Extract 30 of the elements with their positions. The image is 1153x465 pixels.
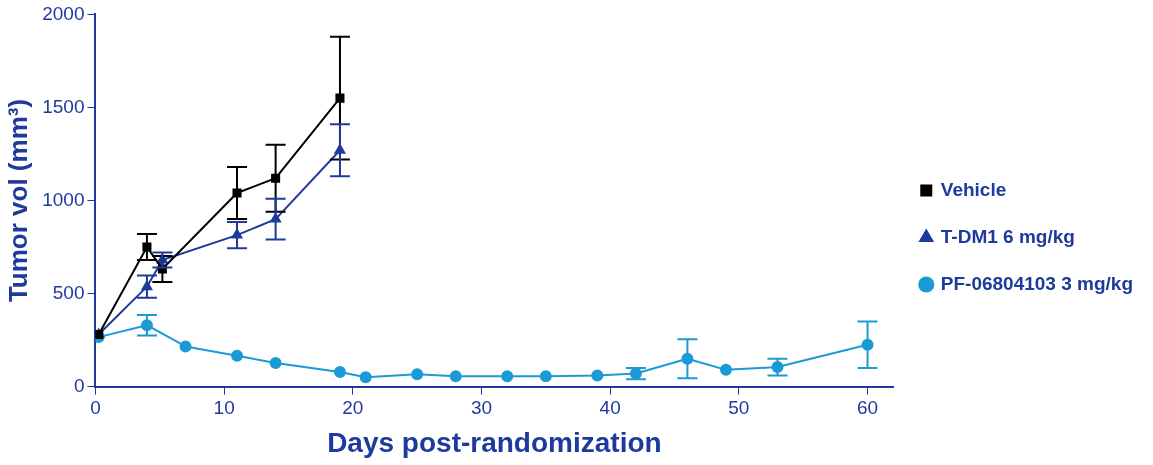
point [591,369,604,382]
point [539,370,552,383]
x-tick-label: 10 [213,397,235,419]
legend-label: PF-06804103 3 mg/kg [940,272,1133,294]
y-tick-label: 2000 [42,2,85,24]
y-tick-label: 500 [52,281,85,303]
point [269,356,282,369]
point [411,368,424,381]
x-tick-label: 60 [856,397,879,419]
point [333,366,346,379]
x-axis-title: Days post-randomization [327,426,662,458]
y-tick-label: 1000 [42,188,85,210]
point [231,349,244,362]
point [359,371,372,384]
legend-label: T-DM1 6 mg/kg [940,225,1075,247]
point [449,370,462,383]
x-tick-label: 40 [599,397,621,419]
x-tick-label: 0 [90,397,101,419]
y-tick-label: 1500 [42,95,85,117]
y-axis-title: Tumor vol (mm³) [2,98,33,303]
x-tick-label: 20 [342,397,364,419]
legend-label: Vehicle [940,178,1007,200]
point [179,340,192,353]
point [232,188,242,198]
x-tick-label: 30 [470,397,493,419]
point [142,242,152,252]
y-tick-label: 0 [73,374,85,396]
point [720,363,732,376]
x-tick-label: 50 [728,397,750,419]
point [501,370,514,383]
